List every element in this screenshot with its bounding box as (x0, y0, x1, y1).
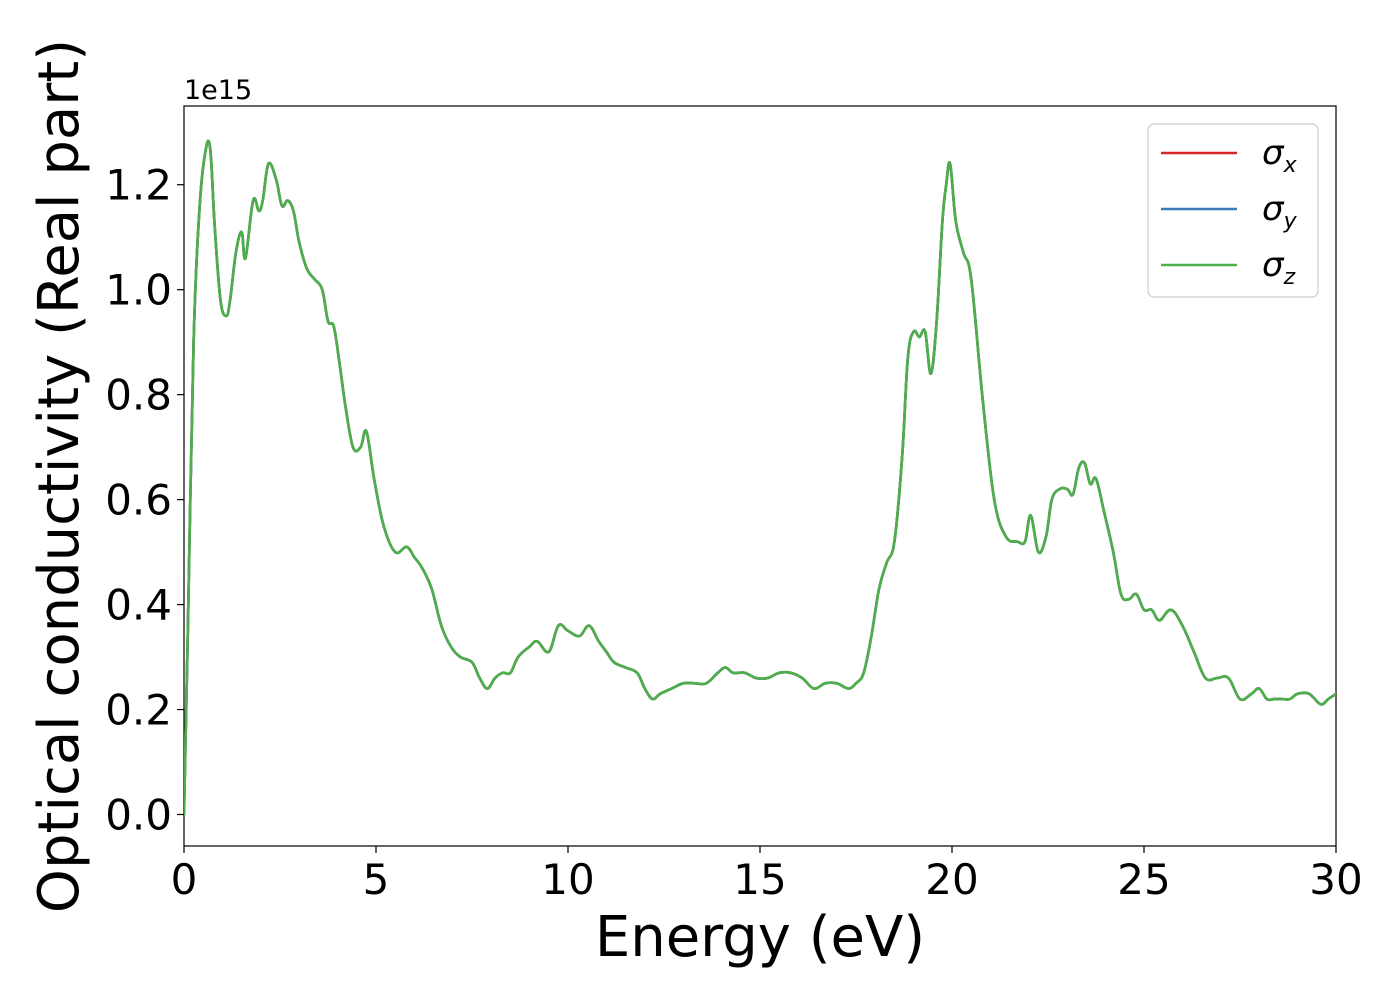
legend-label: σx (1262, 133, 1298, 178)
legend-label: σz (1262, 245, 1296, 290)
x-axis: 0 5 10 15 20 25 30 (171, 846, 1363, 904)
y-tick-label: 0.8 (105, 371, 172, 420)
x-tick-label: 10 (541, 855, 594, 904)
y-tick-label: 1.0 (105, 266, 172, 315)
series-layer (184, 139, 1336, 816)
series-line-σz (184, 139, 1336, 816)
y-offset-text: 1e15 (184, 75, 252, 106)
x-tick-label: 15 (733, 855, 786, 904)
x-tick-label: 25 (1117, 855, 1170, 904)
y-tick-label: 1.2 (105, 161, 172, 210)
y-tick-label: 0.4 (105, 581, 172, 630)
y-tick-label: 0.6 (105, 476, 172, 525)
x-axis-label: Energy (eV) (595, 905, 925, 970)
y-tick-label: 0.0 (105, 791, 172, 840)
legend-symbol: σ (1262, 189, 1285, 229)
legend-symbol: σ (1262, 133, 1285, 173)
x-tick-label: 5 (363, 855, 390, 904)
legend-subscript: y (1283, 209, 1298, 234)
y-axis: 0.0 0.2 0.4 0.6 0.8 1.0 1.2 (105, 161, 184, 840)
legend-box (1147, 123, 1319, 298)
y-axis-label: Optical conductivity (Real part) (27, 39, 92, 913)
x-tick-label: 30 (1309, 855, 1362, 904)
legend-subscript: x (1283, 153, 1298, 178)
y-tick-label: 0.2 (105, 686, 172, 735)
x-tick-label: 20 (925, 855, 978, 904)
x-tick-label: 0 (171, 855, 198, 904)
legend-label: σy (1262, 189, 1298, 234)
legend-symbol: σ (1262, 245, 1285, 285)
legend-subscript: z (1283, 265, 1296, 290)
